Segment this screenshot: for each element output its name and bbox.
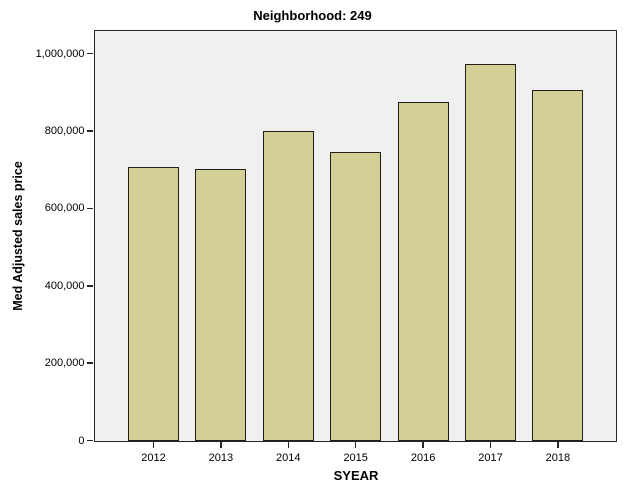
y-axis-tick-label: 200,000	[44, 357, 85, 370]
x-axis-tick	[220, 442, 222, 448]
x-axis-tick-label: 2018	[545, 451, 571, 464]
bar-2014	[262, 131, 314, 441]
y-axis-title: Med Adjusted sales price	[11, 161, 25, 311]
y-axis-tick	[87, 362, 93, 364]
y-axis-tick	[87, 207, 93, 210]
y-axis-tick	[87, 52, 93, 55]
bar-2013	[195, 168, 247, 441]
x-axis-tick-label: 2016	[410, 451, 436, 464]
x-axis-tick	[354, 442, 357, 448]
y-axis-tick-label: 800,000	[44, 125, 85, 138]
x-axis-tick-label: 2014	[276, 451, 301, 464]
x-axis-tick-label: 2015	[343, 451, 368, 464]
x-axis-title: SYEAR	[333, 468, 379, 483]
chart-title: Neighborhood: 249	[253, 8, 372, 23]
y-axis-tick	[87, 130, 93, 132]
x-axis-tick	[152, 442, 155, 448]
x-axis-tick-label: 2012	[141, 451, 166, 464]
bar-2016	[397, 102, 449, 441]
y-axis-tick	[87, 285, 93, 287]
y-axis-tick-label: 600,000	[44, 202, 85, 215]
x-axis-tick	[422, 442, 424, 448]
plot-area: 0 200,000 400,000 600,000 800,000 1,000,000 20…	[36, 29, 617, 464]
bar-2012	[128, 167, 179, 441]
bar-2018	[532, 90, 584, 441]
x-axis-tick-label: 2013	[208, 451, 234, 464]
bar-2017	[465, 64, 516, 441]
y-axis-tick-label: 1,000,000	[35, 47, 85, 60]
x-axis-tick	[557, 442, 559, 448]
y-axis-tick-label: 400,000	[44, 279, 85, 292]
x-axis-tick	[489, 442, 492, 448]
y-axis-tick-label: 0	[78, 434, 85, 447]
x-axis-tick-label: 2017	[478, 451, 503, 464]
x-axis-tick	[287, 442, 290, 448]
y-axis-tick	[87, 439, 93, 442]
bar-2015	[330, 151, 382, 441]
